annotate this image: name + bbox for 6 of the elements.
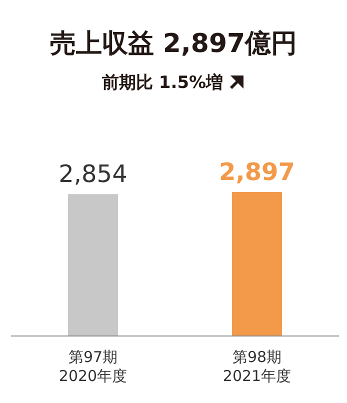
chart-subtitle: 前期比 1.5%増 [101,72,224,94]
x-tick-label: 第98期 2021年度 [222,348,292,385]
chart-title: 売上収益 2,897億円 [48,28,298,61]
x-tick-label: 第97期 2020年度 [58,348,128,385]
data-label: 2,854 [58,160,128,188]
data-label: 2,897 [219,158,295,186]
